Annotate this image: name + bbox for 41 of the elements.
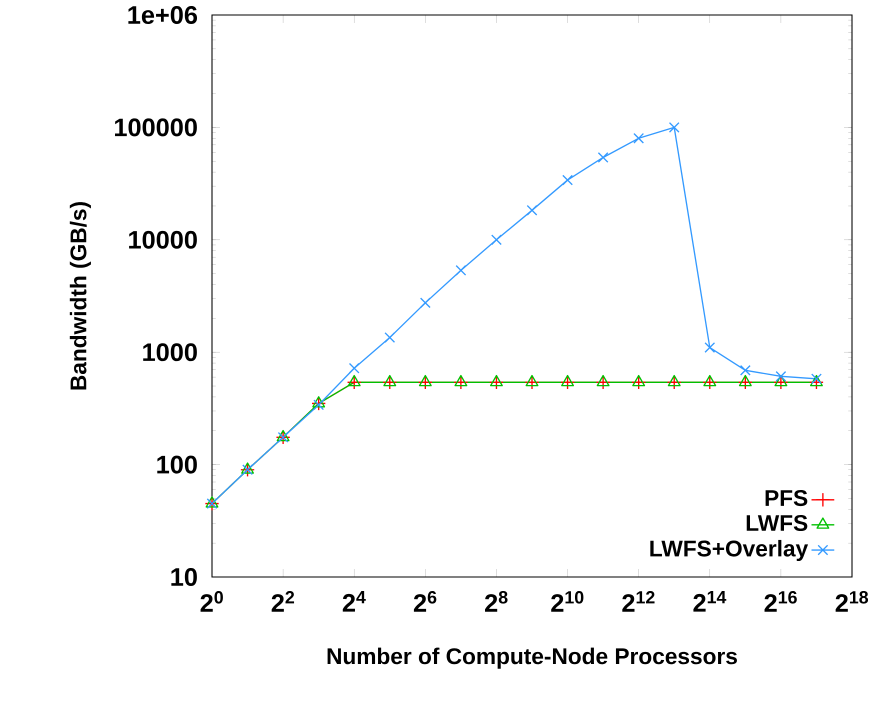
point xyxy=(456,264,466,276)
point xyxy=(776,370,786,382)
x-tick-label: 2$^{16}$ xyxy=(764,591,797,612)
legend-label: LWFS xyxy=(746,514,808,532)
point xyxy=(598,152,608,163)
y-tick-label: 100 xyxy=(157,456,197,474)
x-tick-label: 2$^{4}$ xyxy=(342,591,366,612)
point xyxy=(596,374,610,390)
legend-label: PFS xyxy=(766,490,808,506)
x-tick-label: 2$^{12}$ xyxy=(622,591,655,612)
point xyxy=(489,374,504,390)
point xyxy=(420,297,431,308)
point xyxy=(740,364,751,376)
point xyxy=(311,396,326,411)
point xyxy=(668,122,680,133)
y-axis-title: Bandwidth (GB/s) xyxy=(70,202,91,390)
x-tick-label: 2$^{6}$ xyxy=(414,591,436,612)
point xyxy=(526,204,538,216)
x-axis-title: Number of Compute-Node Processors xyxy=(328,648,737,669)
legend-label: LWFS+Overlay xyxy=(650,540,808,562)
point xyxy=(491,234,502,246)
point xyxy=(562,174,573,186)
point xyxy=(560,374,575,390)
x-tick-label: 2$^{14}$ xyxy=(693,591,726,612)
y-tick-label: 10000 xyxy=(129,230,197,249)
y-tick-label: 1000 xyxy=(143,343,197,362)
x-tick-label: 2$^{18}$ xyxy=(836,591,868,612)
x-tick-label: 2$^{10}$ xyxy=(551,591,584,612)
point xyxy=(633,132,644,144)
point xyxy=(348,362,360,374)
y-tick-label: 1e+06 xyxy=(128,6,198,24)
y-tick-label: 100000 xyxy=(115,118,197,136)
point xyxy=(454,374,468,390)
x-tick-label: 2$^{2}$ xyxy=(272,591,294,612)
x-tick-label: 2$^{8}$ xyxy=(485,591,508,612)
point xyxy=(384,332,396,343)
point xyxy=(704,342,716,353)
x-tick-label: 2$^{0}$ xyxy=(200,591,223,612)
point xyxy=(524,374,540,390)
point xyxy=(313,399,324,410)
y-tick-label: 10 xyxy=(171,568,197,586)
